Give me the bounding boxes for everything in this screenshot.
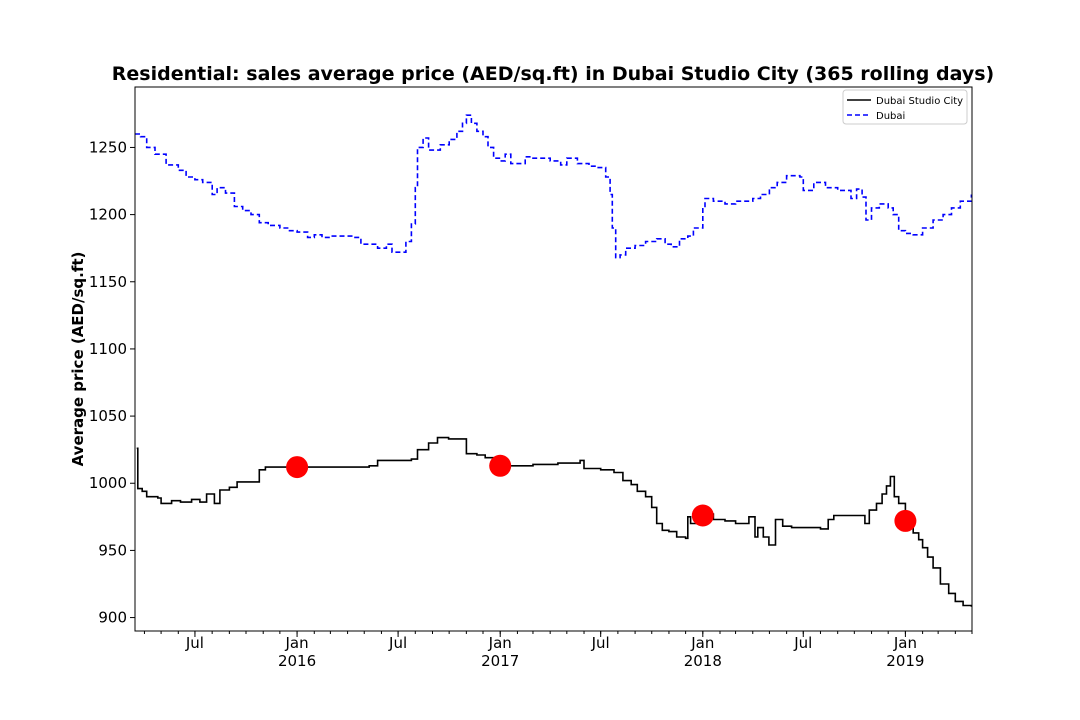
- y-tick-label-5: 1100: [89, 340, 127, 358]
- y-tick-label-7: 1200: [89, 206, 127, 224]
- series-line-2: [135, 114, 973, 259]
- x-tick-label-2: Jan: [285, 634, 309, 652]
- series-line-1: [136, 436, 973, 607]
- year-marker-1: [286, 456, 309, 479]
- x-tick-year-8: 2019: [886, 652, 924, 670]
- year-marker-3: [691, 504, 714, 527]
- x-tick-label-3: Jul: [388, 634, 407, 652]
- y-axis-label: Average price (AED/sq.ft): [69, 252, 87, 467]
- y-tick-label-4: 1050: [89, 407, 127, 425]
- x-tick-label-4: Jan: [488, 634, 512, 652]
- year-marker-4: [894, 509, 917, 532]
- x-tick-year-6: 2018: [684, 652, 722, 670]
- x-tick-label-7: Jul: [793, 634, 812, 652]
- legend-label-1: Dubai Studio City: [876, 96, 963, 107]
- y-tick-label-3: 1000: [89, 474, 127, 492]
- y-tick-label-2: 950: [98, 541, 127, 559]
- x-tick-label-5: Jul: [591, 634, 610, 652]
- marker-layer: [286, 454, 917, 532]
- series-layer: [135, 114, 973, 607]
- x-tick-year-4: 2017: [481, 652, 519, 670]
- plot-frame: [134, 86, 973, 632]
- x-tick-year-2: 2016: [278, 652, 316, 670]
- y-tick-label-8: 1250: [89, 138, 127, 156]
- x-tick-label-1: Jul: [185, 634, 204, 652]
- chart-title: Residential: sales average price (AED/sq…: [112, 63, 994, 85]
- y-tick-label-6: 1150: [89, 273, 127, 291]
- x-tick-label-6: Jan: [690, 634, 714, 652]
- legend-label-2: Dubai: [876, 111, 905, 122]
- x-tick-label-8: Jan: [893, 634, 917, 652]
- legend: Dubai Studio City Dubai: [842, 89, 968, 125]
- year-marker-2: [489, 454, 512, 477]
- legend-box: [842, 89, 968, 125]
- y-tick-label-1: 900: [98, 609, 127, 627]
